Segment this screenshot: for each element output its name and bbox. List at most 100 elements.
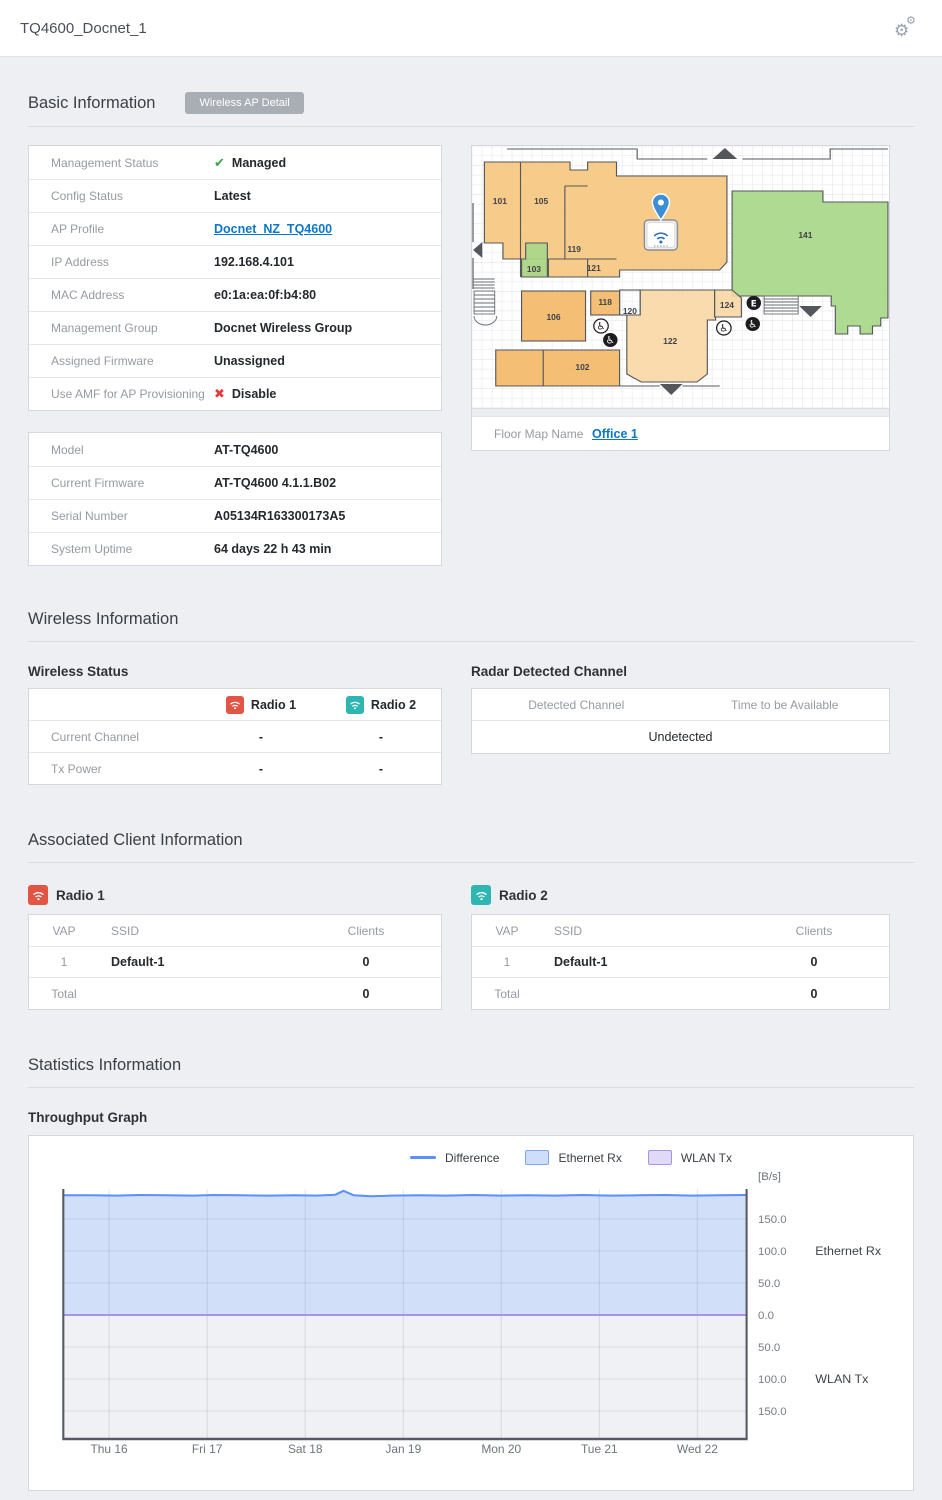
- svg-text:100.0: 100.0: [758, 1374, 787, 1386]
- table-row: Current Firmware AT-TQ4600 4.1.1.B02: [29, 466, 441, 499]
- room-label: 118: [598, 297, 612, 307]
- wheelchair-icon: ♿: [748, 320, 757, 331]
- throughput-chart[interactable]: 150.0 100.0 50.0 0.0 50.0 100.0 150.0 [B/s] Ethe…: [29, 1136, 913, 1492]
- line-swatch-icon: [410, 1156, 436, 1159]
- wheelchair-icon: ♿: [606, 336, 615, 347]
- svg-text:Fri 17: Fri 17: [192, 1443, 223, 1456]
- svg-text:Mon 20: Mon 20: [481, 1443, 521, 1456]
- table-row: Current Channel - -: [29, 720, 441, 752]
- table-row: 1 Default-1 0: [29, 946, 441, 977]
- radio1-clients-table: VAP SSID Clients 1 Default-1 0 Total 0: [28, 914, 442, 1010]
- ap-details-table: Management Status ✔ Managed Config Status…: [28, 145, 442, 411]
- table-row: Config Status Latest: [29, 179, 441, 212]
- svg-text:Ethernet Rx: Ethernet Rx: [815, 1244, 881, 1258]
- room-label: 106: [546, 312, 560, 322]
- section-basic-information: Basic Information Wireless AP Detail: [28, 92, 914, 127]
- table-row: Use AMF for AP Provisioning ✖ Disable: [29, 377, 441, 410]
- arrow-icon: [473, 148, 822, 395]
- table-row: MAC Address e0:1a:ea:0f:b4:80: [29, 278, 441, 311]
- legend-item-wlan-tx[interactable]: WLAN Tx: [647, 1150, 732, 1165]
- svg-text:Tue 21: Tue 21: [581, 1443, 618, 1456]
- radio1-header: Radio 1: [28, 885, 442, 905]
- floor-map-footer: Floor Map Name Office 1: [472, 416, 889, 450]
- svg-text:50.0: 50.0: [758, 1342, 780, 1354]
- table-header-row: VAP SSID Clients: [52, 923, 385, 938]
- room-label: 141: [798, 230, 812, 240]
- wireless-status-title: Wireless Status: [28, 664, 129, 679]
- svg-text:WLAN Tx: WLAN Tx: [815, 1372, 868, 1386]
- table-header-row: VAP SSID Clients: [495, 923, 833, 938]
- wireless-status-table: Radio 1 Radio 2 Current Channel - -: [28, 688, 442, 785]
- ap-profile-link[interactable]: Docnet_NZ_TQ4600: [214, 222, 333, 236]
- wifi-icon: [225, 695, 244, 714]
- map-rooms: [483, 161, 889, 387]
- wifi-icon: [345, 695, 364, 714]
- throughput-graph-title: Throughput Graph: [28, 1110, 148, 1125]
- area-swatch-icon: [525, 1150, 550, 1165]
- floor-map-link[interactable]: Office 1: [592, 426, 638, 441]
- floor-map[interactable]: ♿ ♿ ♿ ♿ E 101 105: [472, 146, 889, 408]
- gear-icon: ⚙: [906, 15, 916, 27]
- wifi-icon: [471, 885, 491, 905]
- section-title: Associated Client Information: [28, 831, 243, 849]
- page-title: TQ4600_Docnet_1: [20, 19, 147, 37]
- section-title: Basic Information: [28, 93, 156, 112]
- radar-empty-state: Undetected: [648, 730, 713, 744]
- table-row: Management Status ✔ Managed: [51, 154, 287, 170]
- svg-text:100.0: 100.0: [758, 1246, 787, 1258]
- svg-text:150.0: 150.0: [758, 1214, 787, 1226]
- check-icon: ✔: [214, 154, 225, 170]
- radio2-header: Radio 2: [471, 885, 890, 905]
- gear-icon: ⚙: [894, 21, 910, 40]
- radio2-clients-table: VAP SSID Clients 1 Default-1 0 Total 0: [471, 914, 890, 1010]
- table-row: System Uptime 64 days 22 h 43 min: [29, 532, 441, 565]
- ap-device-icon[interactable]: [643, 219, 679, 251]
- section-associated-clients: Associated Client Information: [28, 831, 914, 863]
- section-title: Wireless Information: [28, 610, 179, 628]
- map-icons: ♿ ♿ ♿ ♿ E: [593, 296, 762, 347]
- floor-map-name-label: Floor Map Name: [494, 426, 584, 441]
- table-total-row: Total 0: [29, 977, 441, 1009]
- chart-legend: Difference Ethernet Rx WLAN Tx: [129, 1150, 942, 1165]
- table-total-row: Total 0: [472, 977, 889, 1009]
- wheelchair-icon: ♿: [719, 324, 728, 335]
- room-labels: 101 105 119 103 121 141 106 118 120 124 …: [493, 196, 813, 372]
- table-row: AP Profile Docnet_NZ_TQ4600: [29, 212, 441, 245]
- top-bar: TQ4600_Docnet_1 ⚙ ⚙: [0, 0, 942, 57]
- elevator-icon: [746, 296, 762, 310]
- wheelchair-icon: ♿: [596, 322, 605, 333]
- room-label: 120: [623, 306, 637, 316]
- svg-text:50.0: 50.0: [758, 1278, 780, 1290]
- wifi-icon: [28, 885, 48, 905]
- svg-text:Sat 18: Sat 18: [288, 1443, 323, 1456]
- section-title: Statistics Information: [28, 1056, 182, 1074]
- room-label: 124: [720, 300, 734, 310]
- table-row: Model AT-TQ4600: [51, 442, 279, 457]
- section-wireless-information: Wireless Information: [28, 610, 914, 642]
- table-row: Serial Number A05134R163300173A5: [29, 499, 441, 532]
- device-info-table: Model AT-TQ4600 Current Firmware AT-TQ46…: [28, 432, 442, 566]
- room-label: 103: [527, 264, 541, 274]
- legend-item-difference[interactable]: Difference: [410, 1151, 499, 1165]
- table-row: Management Group Docnet Wireless Group: [29, 311, 441, 344]
- room-label: 105: [534, 196, 548, 206]
- table-row: Tx Power - -: [29, 752, 441, 784]
- table-header-row: Detected Channel Time to be Available: [528, 697, 839, 712]
- room-label: 121: [587, 263, 601, 273]
- radar-table: Detected Channel Time to be Available Un…: [471, 688, 890, 754]
- radar-title: Radar Detected Channel: [471, 664, 628, 679]
- legend-item-ethernet-rx[interactable]: Ethernet Rx: [525, 1150, 622, 1165]
- room-label: 119: [567, 244, 581, 254]
- svg-text:150.0: 150.0: [758, 1406, 787, 1418]
- svg-text:[B/s]: [B/s]: [758, 1171, 781, 1183]
- area-swatch-icon: [647, 1150, 672, 1165]
- settings-button[interactable]: ⚙ ⚙: [892, 13, 922, 43]
- table-row: 1 Default-1 0: [472, 946, 889, 977]
- stairs-icon: [473, 278, 799, 326]
- svg-text:Jan 19: Jan 19: [385, 1443, 421, 1456]
- floor-map-panel: ♿ ♿ ♿ ♿ E 101 105: [471, 145, 890, 451]
- svg-text:0.0: 0.0: [758, 1310, 774, 1322]
- table-row: IP Address 192.168.4.101: [29, 245, 441, 278]
- cross-icon: ✖: [214, 386, 225, 401]
